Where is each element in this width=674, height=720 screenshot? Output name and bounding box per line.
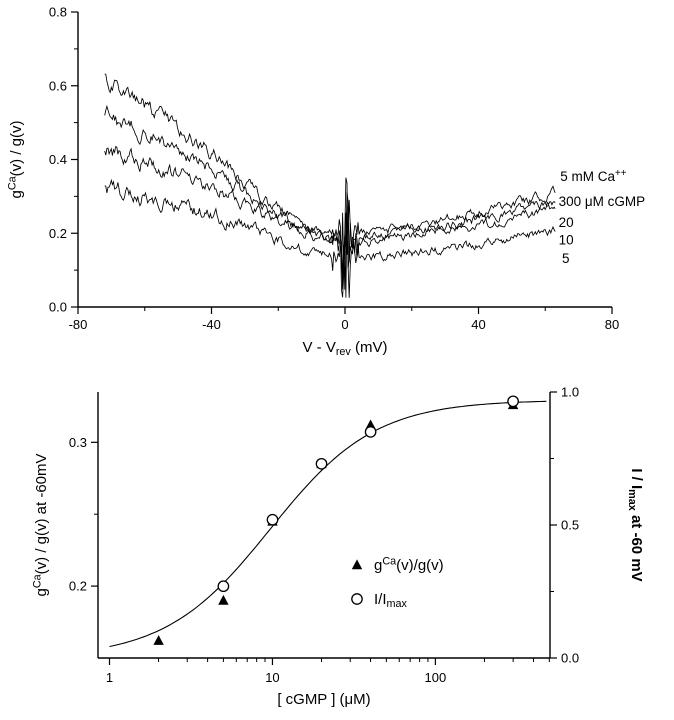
y-tick-label: 0.6 <box>49 78 67 93</box>
data-point-filled-triangle <box>153 635 164 645</box>
scatter-series <box>153 395 519 645</box>
x-tick-label: 10 <box>265 670 279 685</box>
data-point-open-circle <box>217 580 230 593</box>
left-y-tick-label: 0.3 <box>69 435 87 450</box>
legend-label-conductance: gCa(v)/g(v) <box>374 555 444 574</box>
axes: 0.0 0.2 0.4 0.6 0.8 -80 -40 0 40 80 gCa(v) / g(v) V… <box>6 5 619 359</box>
y-tick-label: 0.0 <box>49 300 67 315</box>
right-y-tick-label: 1.0 <box>561 385 579 400</box>
right-y-tick-label: 0.0 <box>561 651 579 666</box>
right-y-tick-label: 0.5 <box>561 518 579 533</box>
data-point-open-circle <box>364 426 377 438</box>
conductance-ratio-traces-chart: 0.0 0.2 0.4 0.6 0.8 -80 -40 0 40 80 gCa(v) / g(v) V… <box>6 5 646 359</box>
right-y-axis-title: I / Imax at -60 mV <box>626 468 645 581</box>
data-point-filled-triangle <box>218 594 229 605</box>
y-tick-label: 0.8 <box>49 5 67 20</box>
x-tick-label: 1 <box>106 670 113 685</box>
trace-annotation: 20 <box>559 215 574 230</box>
left-y-axis-title: gCa(v) / g(v) at -60mV <box>31 453 50 596</box>
hill-fit-curve <box>109 400 547 648</box>
legend-label-current: I/Imax <box>374 591 408 610</box>
trace-annotation: 10 <box>559 233 574 248</box>
y-tick-label: 0.4 <box>49 152 67 167</box>
x-tick-label: -80 <box>69 317 88 332</box>
cgmp-dose-response-chart: 1 10 100 0.2 0.3 0.0 0.5 1.0 gCa(v) / g(v) at -6… <box>31 385 645 709</box>
trace-annotations: 5 mM Ca++ 300 μM cGMP 20 10 5 <box>559 168 646 266</box>
x-tick-label: 100 <box>425 670 447 685</box>
x-tick-label: 0 <box>341 317 348 332</box>
data-point-open-circle <box>315 457 328 470</box>
legend-open-circle-icon <box>351 593 363 605</box>
x-axis-title: [ cGMP ] (μM) <box>277 691 370 708</box>
trace-300-μM-cGMP <box>104 73 556 270</box>
data-point-open-circle <box>266 513 279 526</box>
x-tick-label: -40 <box>202 317 221 332</box>
y-tick-label: 0.2 <box>49 226 67 241</box>
x-tick-label: 40 <box>471 317 485 332</box>
legend: gCa(v)/g(v) I/Imax <box>351 555 444 610</box>
data-point-open-circle <box>507 395 519 408</box>
axes: 1 10 100 0.2 0.3 0.0 0.5 1.0 gCa(v) / g(v) at -6… <box>31 385 645 709</box>
trace-5-μM-cGMP <box>104 178 556 298</box>
x-axis-title: V - Vrev (mV) <box>302 339 387 358</box>
legend-filled-triangle-icon <box>351 559 363 570</box>
trace-annotation: 300 μM cGMP <box>559 194 646 209</box>
trace-annotation: 5 <box>562 251 570 266</box>
trace-series <box>104 73 556 298</box>
trace-10-μM-cGMP <box>104 145 556 298</box>
x-tick-label: 80 <box>605 317 619 332</box>
trace-20-μM-cGMP <box>104 104 556 290</box>
y-axis-title: gCa(v) / g(v) <box>6 121 25 199</box>
trace-annotation: 5 mM Ca++ <box>560 168 626 184</box>
left-y-tick-label: 0.2 <box>69 579 87 594</box>
